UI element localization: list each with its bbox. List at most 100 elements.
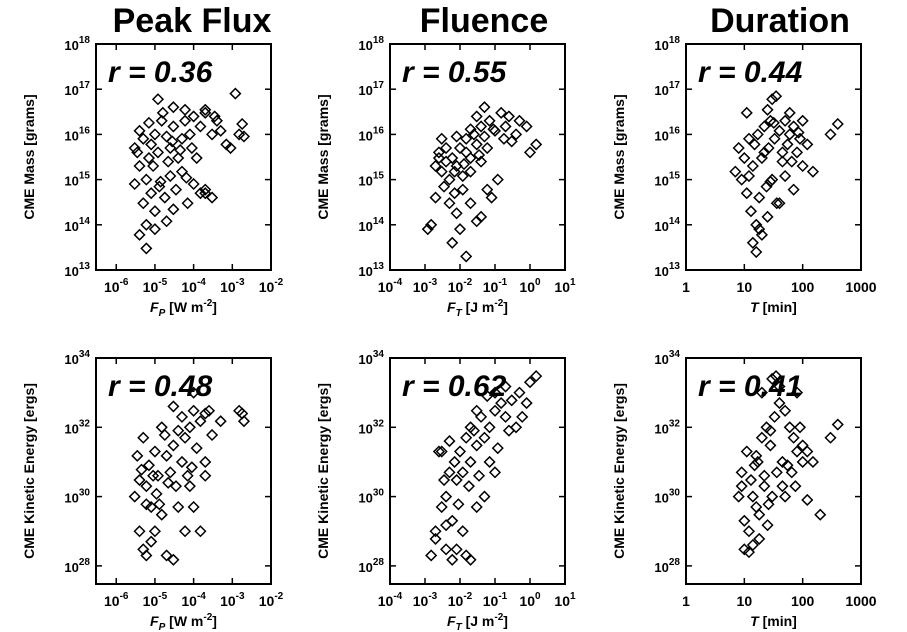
data-point (167, 203, 180, 216)
data-point (740, 187, 753, 200)
data-point (456, 525, 469, 538)
x-tick-label: 1 (682, 593, 690, 609)
y-tick-label: 1015 (64, 171, 90, 189)
data-point (497, 132, 510, 145)
data-point (781, 459, 794, 472)
data-point (761, 103, 774, 116)
data-point (137, 431, 150, 444)
data-point (495, 397, 508, 410)
data-point (190, 442, 203, 455)
x-tick-label: 10-2 (448, 591, 473, 609)
data-point (470, 404, 483, 417)
x-tick-label: 1000 (845, 593, 876, 609)
y-tick-label: 1028 (654, 557, 680, 575)
data-point (787, 431, 800, 444)
data-point (735, 466, 748, 479)
y-tick-label: 1013 (64, 261, 90, 279)
data-point (178, 525, 192, 538)
data-point (164, 169, 177, 183)
x-tick-label: 1000 (845, 279, 876, 295)
y-tick-label: 1032 (654, 418, 680, 436)
x-tick-label: 10-3 (413, 277, 438, 295)
data-point (520, 120, 533, 133)
data-point (140, 498, 153, 511)
data-point (190, 151, 203, 165)
data-point (440, 155, 453, 168)
data-point (806, 165, 819, 178)
x-tick-label: 101 (554, 277, 576, 295)
data-point (440, 543, 453, 556)
data-point (464, 553, 477, 566)
y-axis-label: CME Mass [grams] (21, 94, 37, 219)
data-point (180, 171, 193, 184)
data-point (770, 466, 783, 479)
y-tick-label: 1016 (358, 125, 384, 143)
data-point (766, 93, 779, 106)
data-point (460, 146, 473, 159)
data-point (185, 461, 198, 474)
data-point (185, 141, 198, 155)
y-tick-label: 1017 (64, 80, 90, 98)
data-point (768, 132, 781, 145)
data-point (796, 159, 809, 173)
data-point (175, 410, 189, 423)
data-point (131, 449, 144, 462)
panel-mass-fluence: 10-4 10-3 10-2 10-1 100 101 1013 1014 1015 1016 10… (315, 35, 576, 319)
data-point (140, 173, 153, 186)
data-point (446, 151, 459, 165)
y-tick-label: 1034 (64, 349, 90, 367)
x-tick-label: 10-1 (483, 277, 508, 295)
data-point (153, 498, 166, 511)
y-tick-label: 1018 (64, 35, 90, 53)
y-tick-label: 1034 (358, 349, 384, 367)
data-point (443, 466, 456, 479)
x-tick-label: 100 (519, 591, 541, 609)
data-point (450, 473, 463, 487)
y-tick-label: 1014 (64, 216, 90, 234)
correlation-label: r = 0.55 (402, 56, 508, 89)
data-point (133, 124, 146, 137)
data-point (128, 141, 141, 155)
data-point (478, 130, 491, 143)
y-tick-label: 1030 (358, 488, 384, 506)
data-point (167, 400, 180, 413)
data-point (796, 114, 809, 127)
data-point (499, 410, 512, 423)
x-axis-label: FT [J m-2] (447, 612, 508, 632)
data-point (194, 120, 207, 133)
data-point (462, 480, 475, 493)
data-point (450, 130, 463, 143)
data-point (806, 455, 819, 469)
y-tick-label: 1028 (64, 557, 90, 575)
data-point (773, 197, 786, 210)
data-point (738, 514, 751, 527)
data-point (131, 146, 144, 159)
x-tick-label: 10-2 (259, 277, 284, 295)
data-point (429, 159, 442, 173)
correlation-label: r = 0.48 (108, 370, 213, 403)
data-point (140, 549, 153, 562)
data-point (764, 424, 777, 437)
data-point (478, 431, 491, 444)
data-point (831, 117, 844, 131)
data-point (783, 421, 796, 434)
x-tick-label: 10-2 (448, 277, 473, 295)
data-point (187, 110, 200, 123)
data-point (742, 169, 756, 183)
data-point (199, 469, 212, 482)
data-point (748, 138, 761, 151)
data-point (181, 469, 194, 482)
data-point (758, 469, 771, 482)
data-point (174, 144, 187, 157)
data-point (158, 428, 171, 442)
data-point (750, 449, 763, 462)
correlation-label: r = 0.44 (698, 56, 803, 89)
data-point (523, 376, 537, 389)
data-point (172, 424, 185, 437)
data-point (464, 421, 477, 434)
data-point (740, 445, 753, 458)
x-tick-label: 10-4 (181, 277, 206, 295)
panel-mass-peakflux: 10-6 10-5 10-4 10-3 10-2 1013 1014 1015 1016 1017… (21, 35, 284, 319)
data-point (429, 525, 442, 538)
data-point (456, 183, 469, 196)
